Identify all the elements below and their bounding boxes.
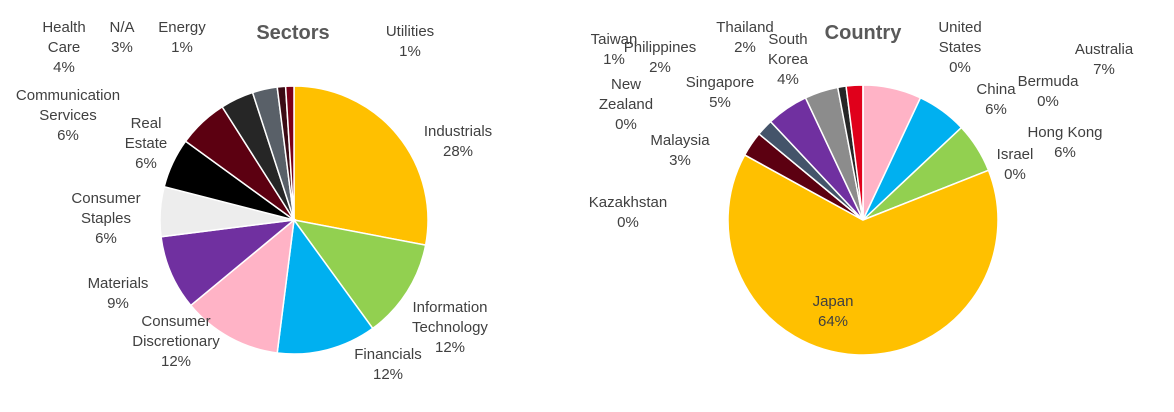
slice-label: Australia 7% (1059, 40, 1149, 80)
slice-label: Hong Kong 6% (1015, 123, 1115, 163)
pie-slice (293, 85, 429, 246)
value-label: 7% (1093, 61, 1115, 78)
category-label: Israel (996, 146, 1034, 163)
slice-label: Israel 0% (985, 145, 1045, 185)
value-label: 2% (734, 39, 756, 56)
slice-label: Japan 64% (793, 292, 873, 332)
value-label: 0% (1004, 166, 1026, 183)
category-label: N/A (109, 19, 135, 36)
value-label: 0% (617, 214, 639, 231)
value-label: 6% (135, 155, 157, 172)
slice-label: Thailand 2% (705, 18, 785, 58)
chart-title: Sectors (256, 22, 329, 45)
category-label: Financials (354, 346, 422, 363)
slice-label: Industrials 28% (403, 122, 513, 162)
category-label: Singapore (685, 74, 755, 91)
slice-label: Taiwan 1% (584, 30, 644, 70)
category-label: New Zealand (598, 76, 654, 113)
category-label: Consumer Discretionary (132, 313, 220, 350)
category-label: South Korea (767, 31, 809, 68)
slice-label: Materials 9% (73, 274, 163, 314)
value-label: 64% (817, 313, 849, 330)
pie-slice (284, 85, 295, 221)
value-label: 6% (95, 230, 117, 247)
value-label: 2% (649, 59, 671, 76)
category-label: Real Estate (124, 115, 168, 152)
slice-label: Energy 1% (152, 18, 212, 58)
category-label: Materials (87, 275, 149, 292)
category-label: Australia (1074, 41, 1134, 58)
value-label: 6% (57, 127, 79, 144)
category-label: Philippines (623, 39, 697, 56)
slice-label: New Zealand 0% (586, 75, 666, 135)
value-label: 3% (111, 39, 133, 56)
value-label: 12% (372, 366, 404, 383)
category-label: Taiwan (590, 31, 638, 48)
category-label: Malaysia (650, 132, 710, 149)
slice-label: Communication Services 6% (13, 86, 123, 146)
slice-label: Malaysia 3% (635, 131, 725, 171)
value-label: 4% (777, 71, 799, 88)
slice-label: Consumer Discretionary 12% (121, 312, 231, 372)
value-label: 0% (949, 59, 971, 76)
pie-slice (276, 218, 374, 355)
category-label: Bermuda (1017, 73, 1079, 90)
category-label: Thailand (716, 19, 774, 36)
category-label: Utilities (385, 23, 435, 40)
value-label: 12% (160, 353, 192, 370)
value-label: 5% (709, 94, 731, 111)
pie-slice (292, 218, 427, 330)
category-label: Communication Services (15, 87, 121, 124)
category-label: Health Care (42, 19, 86, 56)
pie-slice (189, 218, 295, 354)
category-label: China (976, 81, 1016, 98)
slice-label: Health Care 4% (34, 18, 94, 78)
slice-label: South Korea 4% (758, 30, 818, 90)
category-label: Consumer Staples (71, 190, 141, 227)
pie-slice (727, 153, 999, 356)
slice-label: China 6% (966, 80, 1026, 120)
category-label: Hong Kong (1027, 124, 1103, 141)
slice-label: N/A 3% (102, 18, 142, 58)
value-label: 1% (399, 43, 421, 60)
value-label: 0% (615, 116, 637, 133)
slice-label: Bermuda 0% (1008, 72, 1088, 112)
slice-label: Consumer Staples 6% (56, 189, 156, 249)
category-label: Energy (158, 19, 206, 36)
value-label: 4% (53, 59, 75, 76)
slice-label: Information Technology 12% (395, 298, 505, 358)
category-label: Information Technology (412, 299, 488, 336)
chart-title-text: Sectors (256, 22, 330, 44)
value-label: 6% (985, 101, 1007, 118)
category-label: Japan (812, 293, 854, 310)
value-label: 3% (669, 152, 691, 169)
value-label: 1% (171, 39, 193, 56)
chart-title-text: Country (824, 22, 902, 44)
value-label: 9% (107, 295, 129, 312)
value-label: 28% (442, 143, 474, 160)
slice-label: Philippines 2% (610, 38, 710, 78)
slice-label: Singapore 5% (675, 73, 765, 113)
category-label: Industrials (423, 123, 493, 140)
slice-label: Real Estate 6% (111, 114, 181, 174)
slice-label: Kazakhstan 0% (573, 193, 683, 233)
value-label: 6% (1054, 144, 1076, 161)
value-label: 12% (434, 339, 466, 356)
slice-label: United States 0% (925, 18, 995, 78)
value-label: 0% (1037, 93, 1059, 110)
slice-label: Utilities 1% (370, 22, 450, 62)
category-label: United States (938, 19, 982, 56)
slice-label: Financials 12% (338, 345, 438, 385)
category-label: Kazakhstan (588, 194, 668, 211)
chart-title: Country (825, 22, 902, 45)
value-label: 1% (603, 51, 625, 68)
